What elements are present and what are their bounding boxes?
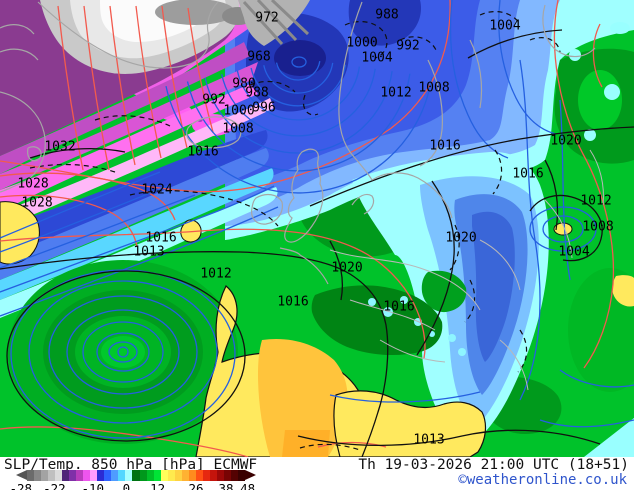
tick-label: -10 — [81, 481, 105, 490]
pressure-label: 992 — [396, 39, 419, 54]
pressure-label: 1008 — [222, 122, 253, 137]
colorbar-segment — [62, 470, 70, 481]
colorbar-segment — [90, 470, 98, 481]
pressure-label: 1016 — [187, 145, 218, 160]
pressure-label: 988 — [245, 86, 268, 101]
pressure-label: 1016 — [277, 295, 308, 310]
colorbar-segment — [167, 470, 175, 481]
colorbar-segment — [55, 470, 63, 481]
colorbar-segment — [209, 470, 217, 481]
pressure-label: 980 — [232, 77, 255, 92]
pressure-label: 1032 — [44, 140, 75, 155]
colorbar-segment — [111, 470, 119, 481]
colorbar-segment — [139, 470, 147, 481]
pressure-label: 1004 — [558, 245, 589, 260]
colorbar-segment — [202, 470, 210, 481]
pressure-label: 1013 — [413, 433, 444, 448]
coastlines — [0, 1, 596, 285]
colorbar-ticks: -28 -22 -10 0 12 26 38 48 — [10, 481, 256, 490]
colorbar-segment — [146, 470, 154, 481]
pressure-label: 1008 — [418, 81, 449, 96]
pressure-label: 1024 — [141, 183, 172, 198]
pressure-label: 1016 — [383, 300, 414, 315]
colorbar-segment — [83, 470, 91, 481]
tick-label: 48 — [240, 481, 256, 490]
tick-label: -22 — [43, 481, 66, 490]
colorbar-segment — [195, 470, 203, 481]
colorbar-segment — [69, 470, 77, 481]
isobars-blue — [0, 0, 634, 439]
borders — [329, 149, 604, 391]
pressure-label: 1028 — [17, 177, 48, 192]
pressure-label: 1004 — [489, 19, 520, 34]
isobars-black — [0, 29, 634, 457]
map-datetime: Th 19-03-2026 21:00 UTC (18+51) — [358, 457, 629, 473]
tick-label: 26 — [188, 481, 204, 490]
weather-map: 972 968 980 988 992 996 1000 1008 1016 1032 988 100… — [0, 0, 634, 457]
colorbar-segment — [132, 470, 140, 481]
pressure-label: 1028 — [21, 196, 52, 211]
map-title: SLP/Temp. 850 hPa [hPa] ECMWF — [4, 457, 258, 473]
colorbar-segment — [48, 470, 56, 481]
color-scale: -28 -22 -10 0 12 26 38 48 — [10, 470, 256, 490]
colorbar-segment — [237, 470, 245, 481]
copyright-text: ©weatheronline.co.uk — [458, 472, 627, 488]
colorbar-segment — [97, 470, 105, 481]
colorbar-segment — [230, 470, 238, 481]
colorbar-left-arrow — [16, 470, 27, 480]
colorbar-segment — [216, 470, 224, 481]
pressure-label: 1020 — [445, 231, 476, 246]
pressure-label: 988 — [375, 8, 398, 23]
pressure-labels: 9729689809889929961000100810161032988100… — [17, 8, 613, 448]
pressure-label: 1016 — [145, 231, 176, 246]
pressure-label: 972 — [255, 11, 278, 26]
colorbar-segments — [27, 470, 245, 481]
pressure-label: 968 — [247, 50, 270, 65]
pressure-label: 992 — [202, 93, 225, 108]
colorbar-right-arrow — [245, 470, 256, 480]
tick-label: 0 — [122, 481, 131, 490]
colorbar-segment — [174, 470, 182, 481]
tick-label: -28 — [9, 481, 33, 490]
pressure-label: 996 — [252, 101, 275, 116]
colorbar-segment — [160, 470, 168, 481]
pressure-label: 1012 — [580, 194, 611, 209]
colorbar-segment — [27, 470, 35, 481]
colorbar-segment — [118, 470, 126, 481]
colorbar-segment — [153, 470, 161, 481]
pressure-label: 1020 — [550, 134, 581, 149]
tick-label: 38 — [218, 481, 234, 490]
pressure-label: 1016 — [512, 167, 543, 182]
colorbar-segment — [34, 470, 42, 481]
pressure-label: 1000 — [346, 36, 377, 51]
colorbar-segment — [181, 470, 189, 481]
pressure-label: 1020 — [331, 261, 362, 276]
colorbar-segment — [41, 470, 49, 481]
pressure-label: 1008 — [582, 220, 613, 235]
tick-label: 12 — [150, 481, 166, 490]
pressure-label: 1013 — [133, 245, 164, 260]
legend-bar: SLP/Temp. 850 hPa [hPa] ECMWF Th 19-03-2… — [0, 457, 634, 490]
colorbar-segment — [125, 470, 133, 481]
title-line: SLP/Temp. 850 hPa [hPa] ECMWF Th 19-03-2… — [0, 457, 634, 473]
colorbar-segment — [223, 470, 231, 481]
pressure-label: 1004 — [361, 51, 392, 66]
colorbar-segment — [188, 470, 196, 481]
colorbar — [16, 470, 256, 481]
pressure-label: 1016 — [429, 139, 460, 154]
pressure-label: 1012 — [380, 86, 411, 101]
colorbar-segment — [104, 470, 112, 481]
colorbar-segment — [76, 470, 84, 481]
pressure-label: 1000 — [223, 104, 254, 119]
pressure-label: 1012 — [200, 267, 231, 282]
